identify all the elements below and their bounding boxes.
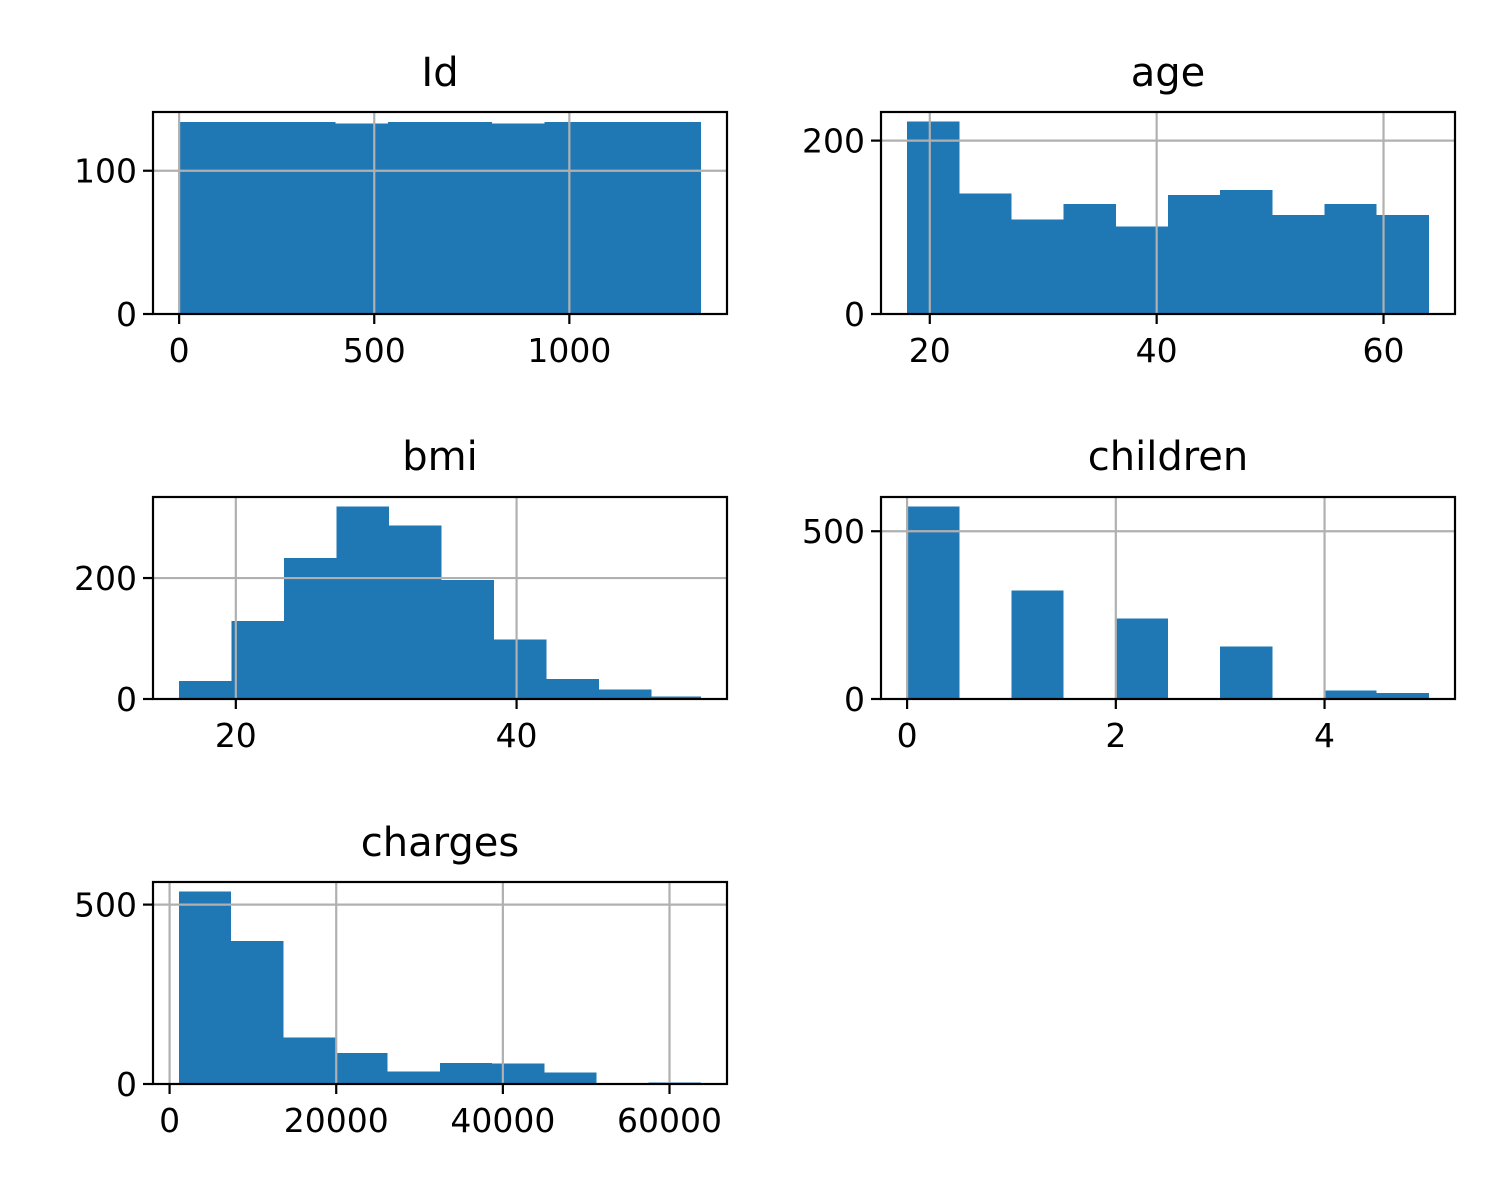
histogram-bar-charges-6 bbox=[492, 1063, 545, 1084]
subplot-charges: charges 0 20000 40000 60000 0 500 bbox=[74, 820, 729, 1140]
axes-frame-bmi bbox=[151, 495, 729, 701]
histogram-bar-age-4 bbox=[1115, 226, 1168, 314]
histogram-bar-charges-2 bbox=[283, 1037, 336, 1084]
x-tick-label-age-1: 40 bbox=[1136, 331, 1178, 370]
x-tick-label-children-2: 4 bbox=[1314, 716, 1335, 755]
histogram-bar-charges-0 bbox=[178, 891, 232, 1084]
bars-charges bbox=[178, 891, 701, 1084]
histogram-bar-id-8 bbox=[596, 122, 649, 314]
histogram-bar-children-4 bbox=[1115, 618, 1168, 699]
y-tick-label-charges-0: 0 bbox=[116, 1065, 137, 1104]
histogram-bar-bmi-9 bbox=[651, 696, 701, 699]
histogram-bar-children-6 bbox=[1220, 646, 1273, 699]
axes-frame-id bbox=[151, 110, 729, 316]
x-tick-label-children-0: 0 bbox=[897, 716, 918, 755]
subplot-title-age: age bbox=[1131, 50, 1206, 96]
axes-frame-charges bbox=[151, 880, 729, 1086]
subplot-id: Id 0 500 1000 0 100 bbox=[74, 50, 729, 370]
histogram-bar-charges-7 bbox=[544, 1072, 597, 1084]
histogram-bar-bmi-3 bbox=[336, 506, 390, 699]
histogram-bar-id-6 bbox=[492, 123, 545, 314]
x-tick-label-id-0: 0 bbox=[169, 331, 190, 370]
histogram-bar-age-0 bbox=[907, 121, 960, 314]
y-tick-label-age-1: 200 bbox=[802, 122, 865, 161]
histogram-bar-bmi-6 bbox=[494, 639, 547, 699]
x-tick-label-id-1: 500 bbox=[343, 331, 406, 370]
histogram-bar-id-0 bbox=[179, 122, 232, 314]
histogram-bar-age-9 bbox=[1376, 215, 1429, 314]
grid-charges bbox=[153, 882, 727, 1084]
subplot-title-id: Id bbox=[421, 50, 458, 96]
histogram-bar-id-4 bbox=[387, 122, 440, 314]
y-tick-label-age-0: 0 bbox=[844, 295, 865, 334]
grid-id bbox=[153, 112, 727, 314]
histogram-bar-age-5 bbox=[1168, 195, 1221, 314]
histogram-bar-age-6 bbox=[1220, 190, 1273, 314]
histogram-bar-charges-3 bbox=[335, 1053, 388, 1084]
subplot-bmi: bmi 20 40 0 200 bbox=[74, 434, 729, 755]
bars-bmi bbox=[179, 506, 701, 699]
bars-children bbox=[907, 506, 1429, 699]
axes-frame-children bbox=[879, 495, 1457, 701]
subplot-age: age 20 40 60 0 200 bbox=[802, 50, 1457, 370]
histogram-bar-charges-1 bbox=[231, 941, 284, 1084]
y-tick-label-children-0: 0 bbox=[844, 680, 865, 719]
bars-age bbox=[907, 121, 1429, 314]
histogram-bar-charges-5 bbox=[439, 1062, 493, 1084]
x-tick-label-bmi-0: 20 bbox=[215, 716, 257, 755]
bars-id bbox=[179, 122, 701, 314]
histogram-bar-bmi-0 bbox=[179, 680, 232, 699]
histogram-bar-age-1 bbox=[959, 193, 1012, 314]
x-tick-label-id-2: 1000 bbox=[527, 331, 611, 370]
x-tick-label-age-0: 20 bbox=[909, 331, 951, 370]
grid-bmi bbox=[153, 497, 727, 699]
histogram-bar-id-3 bbox=[335, 123, 388, 314]
x-tick-label-bmi-1: 40 bbox=[496, 716, 538, 755]
subplot-title-bmi: bmi bbox=[402, 434, 477, 480]
x-tick-label-age-2: 60 bbox=[1363, 331, 1405, 370]
y-tick-label-id-1: 100 bbox=[74, 152, 137, 191]
histogram-bar-charges-4 bbox=[387, 1071, 440, 1084]
histogram-bar-age-3 bbox=[1063, 203, 1116, 314]
histogram-bar-age-2 bbox=[1011, 219, 1064, 314]
x-tick-label-charges-0: 0 bbox=[159, 1101, 180, 1140]
histogram-bar-bmi-7 bbox=[546, 679, 600, 699]
subplot-children: children 0 2 4 0 500 bbox=[802, 434, 1457, 755]
grid-children bbox=[881, 497, 1455, 699]
histogram-bar-bmi-8 bbox=[599, 689, 652, 699]
histogram-bar-children-9 bbox=[1376, 692, 1429, 699]
axes-frame-age bbox=[879, 110, 1457, 316]
y-tick-label-children-1: 500 bbox=[802, 512, 865, 551]
histogram-bar-children-2 bbox=[1011, 590, 1064, 699]
x-tick-label-charges-2: 40000 bbox=[450, 1101, 555, 1140]
histogram-bar-bmi-1 bbox=[231, 620, 285, 699]
histogram-bar-children-8 bbox=[1324, 690, 1377, 699]
histogram-bar-id-2 bbox=[283, 122, 336, 314]
histogram-bar-id-5 bbox=[440, 122, 493, 314]
histogram-bar-children-0 bbox=[907, 506, 960, 699]
histogram-bar-age-8 bbox=[1324, 203, 1377, 314]
subplot-title-charges: charges bbox=[361, 820, 519, 866]
grid-age bbox=[881, 112, 1455, 314]
histogram-bar-bmi-5 bbox=[441, 579, 495, 699]
y-tick-label-id-0: 0 bbox=[116, 295, 137, 334]
subplot-title-children: children bbox=[1088, 434, 1249, 480]
histogram-bar-bmi-4 bbox=[389, 525, 442, 699]
histogram-bar-id-1 bbox=[231, 122, 284, 314]
y-tick-label-charges-1: 500 bbox=[74, 886, 137, 925]
x-tick-label-charges-3: 60000 bbox=[617, 1101, 722, 1140]
y-tick-label-bmi-1: 200 bbox=[74, 559, 137, 598]
y-tick-label-bmi-0: 0 bbox=[116, 680, 137, 719]
histogram-bar-id-9 bbox=[648, 122, 701, 314]
x-tick-label-charges-1: 20000 bbox=[284, 1101, 389, 1140]
histogram-bar-bmi-2 bbox=[284, 558, 337, 699]
histogram-bar-age-7 bbox=[1272, 215, 1325, 314]
x-tick-label-children-1: 2 bbox=[1105, 716, 1126, 755]
